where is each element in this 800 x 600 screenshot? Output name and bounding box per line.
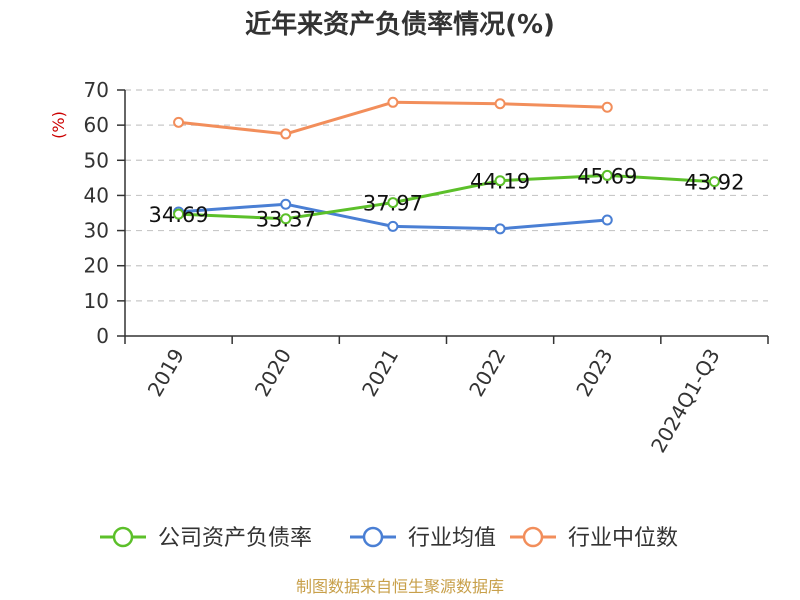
x-tick-label: 2019: [143, 345, 189, 401]
data-point: [601, 214, 613, 226]
legend: 公司资产负债率 行业均值 行业中位数: [100, 526, 678, 551]
data-point: [280, 198, 292, 210]
legend-label: 行业中位数: [568, 526, 678, 551]
data-label: 37.97: [363, 192, 423, 216]
data-point: [387, 96, 399, 108]
y-tick-label: 60: [84, 113, 109, 137]
y-axis-label: (%): [49, 111, 68, 139]
data-point: [280, 128, 292, 140]
data-point: [387, 197, 399, 209]
data-label: 45.69: [577, 164, 637, 188]
y-tick-label: 40: [84, 183, 109, 207]
y-tick-labels: 0 10 20 30 40 50 60 70: [84, 78, 109, 348]
series-lines: [173, 96, 720, 235]
legend-marker: [362, 526, 384, 548]
x-tick-label: 2021: [357, 345, 403, 401]
y-tick-label: 70: [84, 78, 109, 102]
x-tick-label: 2023: [571, 345, 617, 401]
y-tick-label: 20: [84, 254, 109, 278]
x-tick-label: 2024Q1-Q3: [646, 345, 725, 457]
data-label: 44.19: [470, 170, 530, 194]
data-point: [601, 101, 613, 113]
legend-marker: [522, 526, 544, 548]
legend-marker: [112, 526, 134, 548]
data-point: [601, 169, 613, 181]
data-point: [173, 116, 185, 128]
series-line: [178, 173, 715, 221]
grid-lines: [125, 89, 768, 302]
y-tick-label: 50: [84, 148, 109, 172]
axes: [117, 89, 769, 344]
data-point: [173, 208, 185, 220]
x-tick-label: 2022: [464, 345, 510, 401]
data-label: 34.69: [149, 203, 209, 227]
data-label: 43.92: [684, 171, 744, 195]
data-labels: 34.69 33.37 37.97 44.19 45.69 43.92: [149, 164, 745, 231]
y-tick-label: 0: [96, 324, 109, 348]
data-point: [494, 223, 506, 235]
data-point: [387, 220, 399, 232]
x-tick-labels: 2019 2020 2021 2022 2023 2024Q1-Q3: [143, 345, 725, 457]
x-tick-label: 2020: [250, 345, 296, 401]
data-point: [280, 213, 292, 225]
data-point: [708, 176, 720, 188]
source-note: 制图数据来自恒生聚源数据库: [296, 577, 504, 596]
y-tick-label: 10: [84, 289, 109, 313]
legend-label: 行业均值: [408, 526, 496, 551]
data-label: 33.37: [256, 208, 316, 232]
data-point: [494, 98, 506, 110]
chart-title: 近年来资产负债率情况(%): [245, 9, 555, 40]
data-point: [494, 175, 506, 187]
y-tick-label: 30: [84, 219, 109, 243]
legend-label: 公司资产负债率: [158, 526, 312, 551]
